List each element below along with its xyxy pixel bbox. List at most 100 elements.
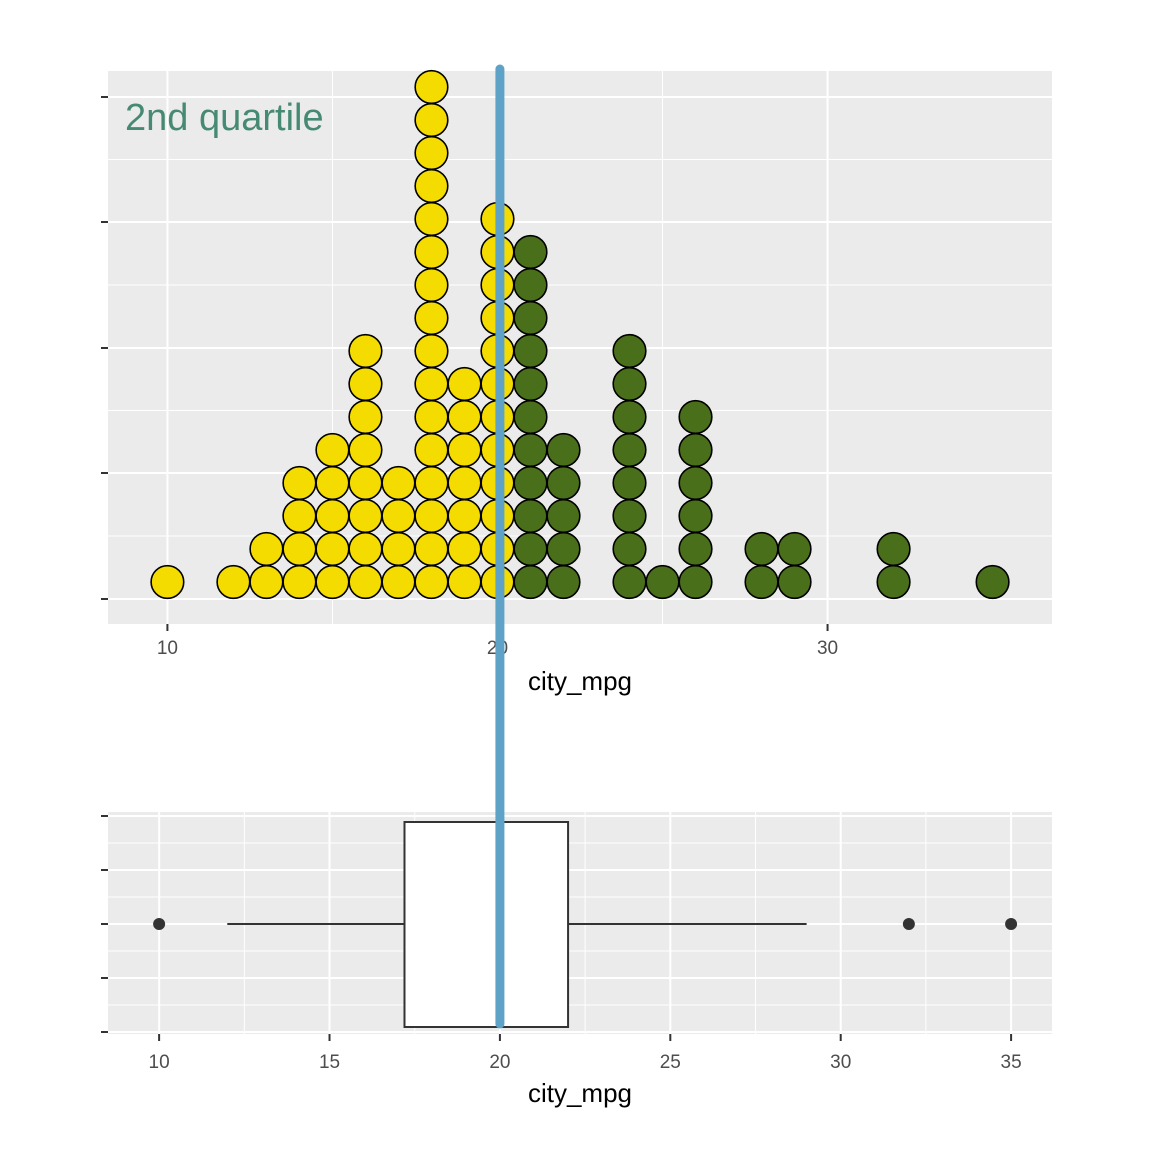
dotplot-dot — [414, 69, 449, 105]
dotplot-dot — [447, 498, 482, 534]
dotplot-dot — [612, 531, 647, 567]
dotplot-dot — [282, 531, 317, 567]
dotplot-dot — [216, 564, 251, 600]
dotplot-dot — [612, 333, 647, 369]
dotplot-dot — [513, 399, 548, 435]
dotplot-dot — [513, 531, 548, 567]
dotplot-dot — [381, 531, 416, 567]
dotplot-dot — [876, 564, 911, 600]
dotplot-dot — [513, 300, 548, 336]
dotplot-dot — [414, 168, 449, 204]
dotplot-dot — [447, 465, 482, 501]
dotplot-dot — [414, 102, 449, 138]
dotplot-dot — [678, 531, 713, 567]
dotplot-dot — [249, 531, 284, 567]
dotplot-dot — [414, 267, 449, 303]
dotplot-dot — [315, 498, 350, 534]
dotplot-dot — [348, 366, 383, 402]
boxplot-x-tick-label: 35 — [1001, 1052, 1022, 1073]
dotplot-dot — [348, 465, 383, 501]
dotplot-gridlines — [108, 71, 1052, 624]
dotplot-panel: 2nd quartile 102030 city_mpg — [101, 69, 1052, 696]
boxplot-x-tick-label: 20 — [489, 1052, 510, 1073]
dotplot-x-tick-label: 30 — [817, 638, 838, 659]
dotplot-dot — [414, 432, 449, 468]
dotplot-dot — [414, 366, 449, 402]
dotplot-dot — [249, 564, 284, 600]
dotplot-dot — [282, 465, 317, 501]
dotplot-dot — [414, 300, 449, 336]
dotplot-dot — [348, 498, 383, 534]
dotplot-dot — [315, 465, 350, 501]
dotplot-dot — [546, 465, 581, 501]
dotplot-dot — [447, 564, 482, 600]
dotplot-dot — [546, 531, 581, 567]
dotplot-dot — [348, 432, 383, 468]
boxplot-x-tick-label: 10 — [149, 1052, 170, 1073]
dotplot-y-ticks — [101, 96, 108, 600]
dotplot-dot — [150, 564, 185, 600]
dotplot-dot — [612, 366, 647, 402]
dotplot-dot — [282, 564, 317, 600]
dotplot-dot — [678, 498, 713, 534]
dotplot-dot — [414, 399, 449, 435]
dotplot-dot — [414, 135, 449, 171]
dotplot-dot — [975, 564, 1010, 600]
dotplot-x-tick-label: 10 — [157, 638, 178, 659]
boxplot-outlier — [153, 918, 166, 930]
boxplot-marks — [153, 821, 1018, 1028]
dotplot-dot — [612, 399, 647, 435]
dotplot-dot — [414, 333, 449, 369]
dotplot-dot — [414, 234, 449, 270]
dotplot-dot — [315, 564, 350, 600]
boxplot-box — [403, 821, 570, 1028]
boxplot-x-ticks: 10 15 20 25 30 35 — [149, 1034, 1022, 1073]
boxplot-x-tick-label: 15 — [319, 1052, 340, 1073]
dotplot-dot — [546, 432, 581, 468]
boxplot-outlier — [1005, 918, 1018, 930]
dotplot-dot — [381, 498, 416, 534]
boxplot-outlier — [902, 918, 915, 930]
dotplot-dot — [546, 564, 581, 600]
dotplot-dot — [447, 531, 482, 567]
boxplot-y-ticks — [101, 815, 108, 1033]
dotplot-dot — [513, 432, 548, 468]
dotplot-dot — [348, 564, 383, 600]
dotplot-dot — [645, 564, 680, 600]
boxplot-x-tick-label: 30 — [830, 1052, 851, 1073]
dotplot-dot — [381, 564, 416, 600]
dotplot-dot — [414, 201, 449, 237]
dotplot-dot — [447, 432, 482, 468]
dotplot-dot — [777, 564, 812, 600]
dotplot-dot — [381, 465, 416, 501]
dotplot-dot — [513, 465, 548, 501]
boxplot-x-tick-label: 25 — [660, 1052, 681, 1073]
quartile-annotation: 2nd quartile — [125, 97, 324, 139]
dotplot-dot — [513, 498, 548, 534]
dotplot-dot — [678, 399, 713, 435]
dotplot-dot — [513, 234, 548, 270]
dotplot-dot — [348, 333, 383, 369]
dotplot-dot — [777, 531, 812, 567]
dotplot-dot — [513, 564, 548, 600]
dotplot-dot — [513, 366, 548, 402]
dotplot-dot — [876, 531, 911, 567]
boxplot-x-axis-title: city_mpg — [528, 1078, 632, 1108]
dotplot-dot — [612, 465, 647, 501]
dotplot-dot — [414, 564, 449, 600]
dotplot-dot — [414, 465, 449, 501]
dotplot-dot — [414, 498, 449, 534]
dotplot-dot — [282, 498, 317, 534]
dotplot-dot — [612, 498, 647, 534]
dotplot-dot — [678, 432, 713, 468]
dotplot-dot — [612, 564, 647, 600]
dotplot-dot — [315, 432, 350, 468]
dotplot-dot — [546, 498, 581, 534]
dotplot-dot — [348, 399, 383, 435]
dotplot-dot — [744, 564, 779, 600]
dotplot-dot — [744, 531, 779, 567]
dotplot-dot — [612, 432, 647, 468]
dotplot-dot — [678, 564, 713, 600]
dotplot-dot — [513, 267, 548, 303]
